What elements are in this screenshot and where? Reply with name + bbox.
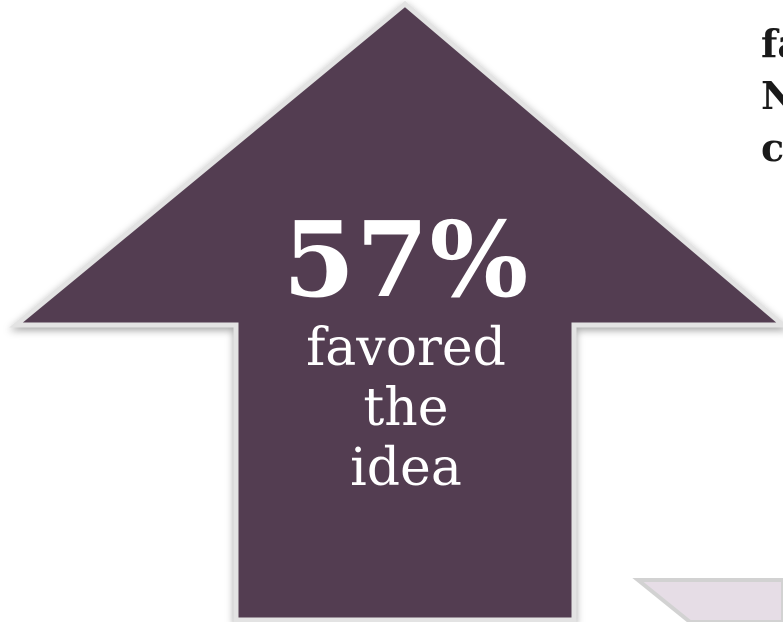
caption-line-3: idea <box>350 438 462 498</box>
caption-line-1: favored <box>306 318 506 378</box>
arrow-caption: favored the idea <box>236 318 576 498</box>
caption-line-2: the <box>363 378 449 438</box>
corner-shape <box>632 578 783 622</box>
side-text-line-2: N <box>761 73 783 118</box>
percent-value: 57% <box>282 198 530 321</box>
side-text-line-1: fa <box>761 21 783 66</box>
up-arrow-shape <box>9 0 783 622</box>
side-text: fa N c <box>761 18 783 174</box>
side-text-line-3: c <box>761 125 783 170</box>
